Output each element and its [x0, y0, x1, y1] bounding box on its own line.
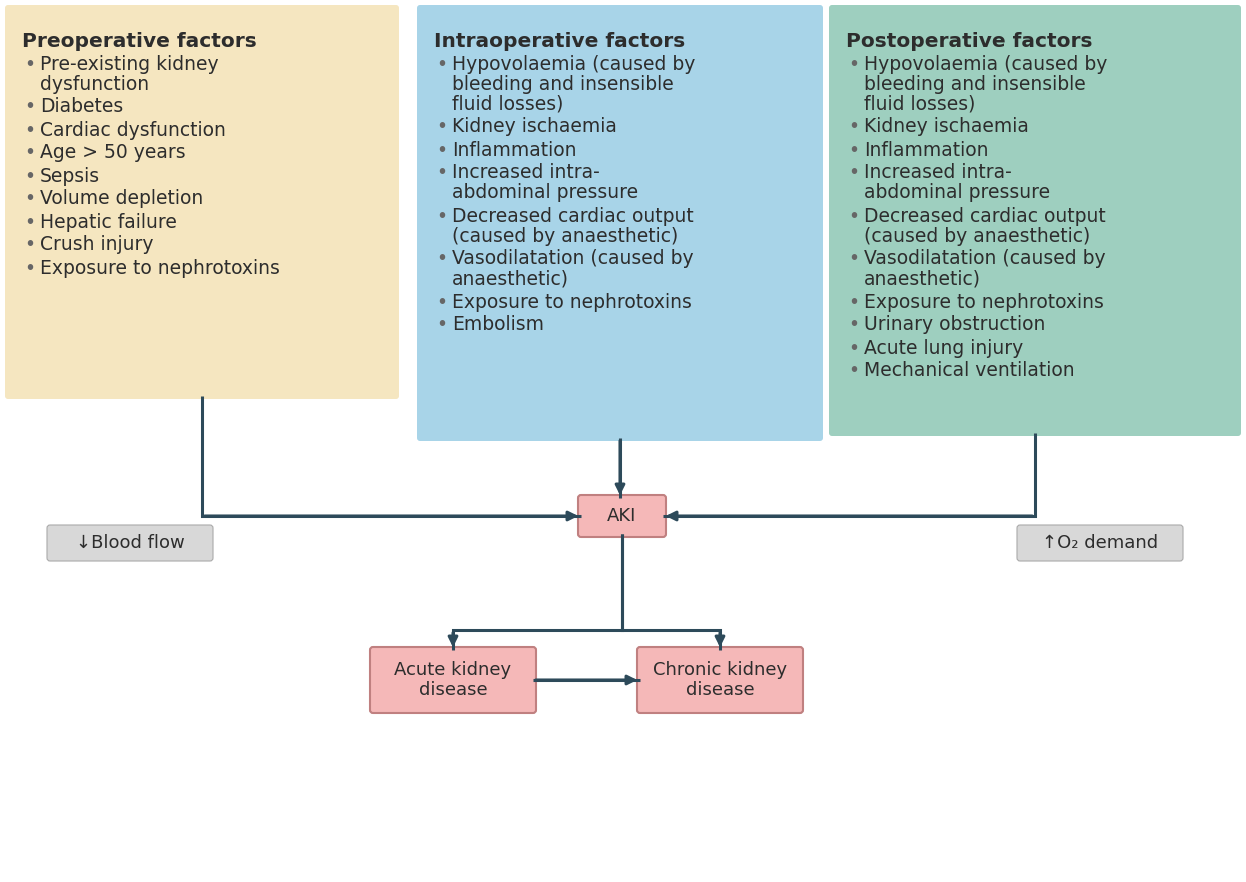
- Text: Acute kidney
disease: Acute kidney disease: [395, 661, 512, 699]
- Text: •: •: [24, 213, 35, 231]
- Text: abdominal pressure: abdominal pressure: [452, 183, 638, 203]
- Text: •: •: [24, 235, 35, 255]
- FancyBboxPatch shape: [637, 647, 802, 713]
- FancyBboxPatch shape: [1017, 525, 1182, 561]
- Text: Urinary obstruction: Urinary obstruction: [863, 316, 1045, 334]
- Text: abdominal pressure: abdominal pressure: [863, 183, 1050, 203]
- FancyBboxPatch shape: [5, 5, 399, 399]
- FancyBboxPatch shape: [578, 495, 667, 537]
- Text: dysfunction: dysfunction: [40, 74, 150, 93]
- Text: •: •: [436, 316, 447, 334]
- Text: Decreased cardiac output: Decreased cardiac output: [863, 206, 1105, 226]
- Text: Kidney ischaemia: Kidney ischaemia: [863, 117, 1029, 137]
- FancyBboxPatch shape: [370, 647, 536, 713]
- Text: anaesthetic): anaesthetic): [452, 270, 569, 288]
- Text: •: •: [849, 362, 860, 380]
- Text: AKI: AKI: [607, 507, 637, 525]
- Text: Acute lung injury: Acute lung injury: [863, 339, 1023, 357]
- Text: Intraoperative factors: Intraoperative factors: [434, 32, 685, 51]
- Text: •: •: [24, 190, 35, 208]
- Text: •: •: [24, 121, 35, 139]
- Text: Exposure to nephrotoxins: Exposure to nephrotoxins: [452, 293, 692, 311]
- Text: •: •: [849, 163, 860, 183]
- Text: •: •: [436, 250, 447, 268]
- Text: bleeding and insensible: bleeding and insensible: [863, 74, 1085, 93]
- Text: •: •: [436, 117, 447, 137]
- Text: Crush injury: Crush injury: [40, 235, 153, 255]
- Text: •: •: [24, 167, 35, 185]
- Text: •: •: [436, 55, 447, 73]
- Text: fluid losses): fluid losses): [863, 94, 976, 114]
- Text: Decreased cardiac output: Decreased cardiac output: [452, 206, 694, 226]
- Text: •: •: [436, 163, 447, 183]
- Text: Kidney ischaemia: Kidney ischaemia: [452, 117, 617, 137]
- Text: Hypovolaemia (caused by: Hypovolaemia (caused by: [452, 55, 695, 73]
- Text: •: •: [849, 117, 860, 137]
- Text: •: •: [436, 206, 447, 226]
- Text: •: •: [24, 258, 35, 278]
- Text: •: •: [849, 250, 860, 268]
- Text: Hepatic failure: Hepatic failure: [40, 213, 177, 231]
- Text: Exposure to nephrotoxins: Exposure to nephrotoxins: [40, 258, 280, 278]
- Text: Mechanical ventilation: Mechanical ventilation: [863, 362, 1074, 380]
- Text: Inflammation: Inflammation: [452, 140, 577, 160]
- Text: Chronic kidney
disease: Chronic kidney disease: [653, 661, 787, 699]
- Text: Exposure to nephrotoxins: Exposure to nephrotoxins: [863, 293, 1104, 311]
- Text: Increased intra-: Increased intra-: [452, 163, 599, 183]
- Text: bleeding and insensible: bleeding and insensible: [452, 74, 674, 93]
- Text: Vasodilatation (caused by: Vasodilatation (caused by: [863, 250, 1105, 268]
- Text: Pre-existing kidney: Pre-existing kidney: [40, 55, 218, 73]
- Text: Postoperative factors: Postoperative factors: [846, 32, 1093, 51]
- Text: •: •: [436, 140, 447, 160]
- Text: •: •: [849, 316, 860, 334]
- Text: •: •: [849, 339, 860, 357]
- Text: ↓Blood flow: ↓Blood flow: [76, 534, 184, 552]
- Text: •: •: [24, 55, 35, 73]
- Text: Increased intra-: Increased intra-: [863, 163, 1012, 183]
- Text: Preoperative factors: Preoperative factors: [22, 32, 257, 51]
- Text: •: •: [24, 98, 35, 116]
- FancyBboxPatch shape: [47, 525, 213, 561]
- Text: (caused by anaesthetic): (caused by anaesthetic): [863, 227, 1090, 245]
- FancyBboxPatch shape: [417, 5, 824, 441]
- Text: (caused by anaesthetic): (caused by anaesthetic): [452, 227, 678, 245]
- Text: •: •: [849, 293, 860, 311]
- Text: •: •: [849, 206, 860, 226]
- Text: Age > 50 years: Age > 50 years: [40, 144, 186, 162]
- Text: •: •: [849, 55, 860, 73]
- Text: Diabetes: Diabetes: [40, 98, 123, 116]
- Text: Hypovolaemia (caused by: Hypovolaemia (caused by: [863, 55, 1108, 73]
- Text: fluid losses): fluid losses): [452, 94, 563, 114]
- Text: Inflammation: Inflammation: [863, 140, 988, 160]
- FancyBboxPatch shape: [829, 5, 1241, 436]
- Text: •: •: [24, 144, 35, 162]
- Text: Volume depletion: Volume depletion: [40, 190, 203, 208]
- Text: ↑O₂ demand: ↑O₂ demand: [1042, 534, 1158, 552]
- Text: anaesthetic): anaesthetic): [863, 270, 981, 288]
- Text: Sepsis: Sepsis: [40, 167, 100, 185]
- Text: •: •: [436, 293, 447, 311]
- Text: Embolism: Embolism: [452, 316, 545, 334]
- Text: Cardiac dysfunction: Cardiac dysfunction: [40, 121, 226, 139]
- Text: Vasodilatation (caused by: Vasodilatation (caused by: [452, 250, 694, 268]
- Text: •: •: [849, 140, 860, 160]
